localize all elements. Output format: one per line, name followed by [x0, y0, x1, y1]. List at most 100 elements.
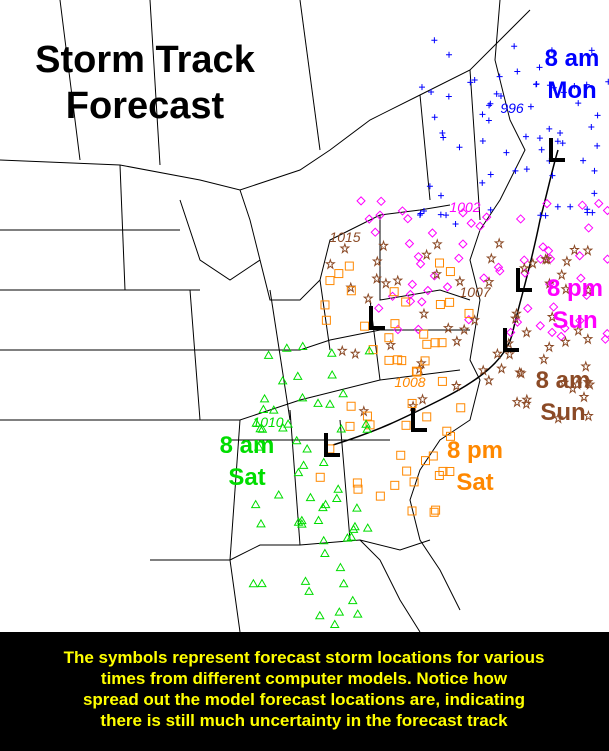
- square-symbol: [428, 451, 438, 461]
- triangle-symbol: [302, 443, 312, 453]
- diamond-symbol: [523, 303, 533, 314]
- star-symbol: [483, 374, 495, 386]
- triangle-symbol: [251, 418, 262, 427]
- pressure-label: 1008: [394, 374, 425, 390]
- star-symbol: [336, 344, 348, 357]
- plus-symbol: [571, 82, 578, 89]
- star-symbol: [518, 262, 530, 274]
- diamond-symbol: [405, 296, 416, 306]
- square-symbol: [445, 267, 455, 277]
- triangle-symbol: [325, 399, 335, 408]
- plus-symbol: [588, 123, 595, 130]
- plus-symbol: [439, 129, 446, 136]
- star-symbol: [538, 353, 550, 365]
- triangle-symbol: [314, 610, 325, 620]
- caption: The symbols represent forecast storm loc…: [64, 648, 545, 730]
- square-symbol: [429, 507, 439, 517]
- diamond-symbol: [575, 315, 585, 326]
- triangle-symbol: [256, 518, 266, 528]
- time-label: 8 am: [220, 432, 275, 459]
- triangle-symbol: [273, 490, 284, 499]
- star-symbol: [450, 379, 462, 392]
- star-symbol: [582, 244, 594, 257]
- plus-symbol: [445, 93, 452, 100]
- square-symbol: [334, 269, 344, 279]
- plus-symbol: [546, 125, 553, 132]
- pressure-label: 1015: [329, 229, 360, 245]
- star-symbol: [451, 335, 463, 347]
- star-symbol: [567, 382, 579, 394]
- triangle-symbol: [305, 492, 316, 502]
- triangle-symbol: [352, 609, 363, 618]
- diamond-symbol: [577, 200, 588, 210]
- plus-symbol: [512, 167, 519, 174]
- square-symbol: [445, 466, 455, 476]
- star-symbol: [511, 307, 522, 320]
- triangle-symbol: [277, 375, 288, 385]
- square-symbol: [419, 329, 429, 339]
- star-symbol: [504, 348, 516, 360]
- square-symbol: [411, 366, 421, 376]
- star-symbol: [417, 393, 428, 405]
- triangle-symbol: [297, 341, 308, 351]
- low-markers: [324, 138, 565, 457]
- diamond-symbol: [423, 285, 433, 296]
- time-label: 8 pm: [447, 437, 503, 464]
- square-symbol: [360, 321, 370, 331]
- plus-symbol: [471, 77, 478, 84]
- square-symbol: [402, 466, 412, 476]
- star-symbol: [558, 376, 570, 389]
- diamond-symbol: [454, 253, 464, 264]
- map-borders: [0, 0, 531, 633]
- star-symbol: [421, 248, 433, 261]
- plus-symbol: [536, 64, 543, 71]
- plus-symbol: [452, 221, 459, 228]
- triangle-symbol: [292, 371, 303, 380]
- star-symbol: [546, 310, 558, 323]
- plus-symbol: [550, 84, 557, 91]
- triangle-symbol: [283, 419, 293, 428]
- star-symbol: [380, 277, 392, 289]
- star-symbol: [324, 258, 336, 270]
- triangle-symbol: [313, 515, 324, 524]
- plus-symbol: [485, 117, 492, 124]
- plus-symbol: [549, 172, 556, 179]
- labels: 8 am Mon 8 pm Sun 8 am Sun 8 pm Sat 8 am Sat 996 10…: [220, 45, 603, 496]
- star-symbol: [527, 257, 539, 269]
- diamond-symbol: [543, 246, 554, 256]
- square-symbol: [422, 339, 432, 349]
- diamond-symbol: [458, 208, 468, 218]
- diamond-symbol: [442, 282, 453, 292]
- square-symbol: [431, 505, 441, 515]
- plus-symbol: [554, 203, 561, 210]
- diamond-symbol: [364, 214, 374, 224]
- plus-symbol: [605, 78, 609, 85]
- star-symbol: [583, 409, 594, 422]
- plus-symbol: [493, 90, 500, 97]
- triangle-symbol: [327, 369, 337, 379]
- plus-symbol: [527, 103, 534, 110]
- star-symbol: [371, 272, 383, 285]
- star-symbol: [561, 255, 573, 267]
- star-symbol: [418, 307, 430, 320]
- plus-symbol: [417, 210, 424, 217]
- square-symbol: [464, 308, 474, 318]
- square-symbol: [437, 338, 447, 348]
- star-symbol: [477, 364, 489, 376]
- diamond-symbol: [417, 297, 427, 307]
- plus-symbol: [479, 179, 486, 186]
- square-symbol: [321, 315, 331, 325]
- diamond-symbol: [413, 251, 424, 262]
- star-symbol: [385, 339, 397, 351]
- plus-symbol: [420, 208, 427, 215]
- plus-symbol: [584, 209, 591, 216]
- plus-symbol: [589, 209, 596, 216]
- square-symbol: [346, 401, 356, 411]
- star-symbol: [454, 275, 466, 287]
- plus-symbol: [443, 212, 450, 219]
- square-symbol: [353, 484, 363, 494]
- plus-symbol: [479, 138, 486, 145]
- plus-symbol: [538, 146, 545, 153]
- plus-symbol: [554, 138, 561, 145]
- star-symbol: [392, 274, 404, 287]
